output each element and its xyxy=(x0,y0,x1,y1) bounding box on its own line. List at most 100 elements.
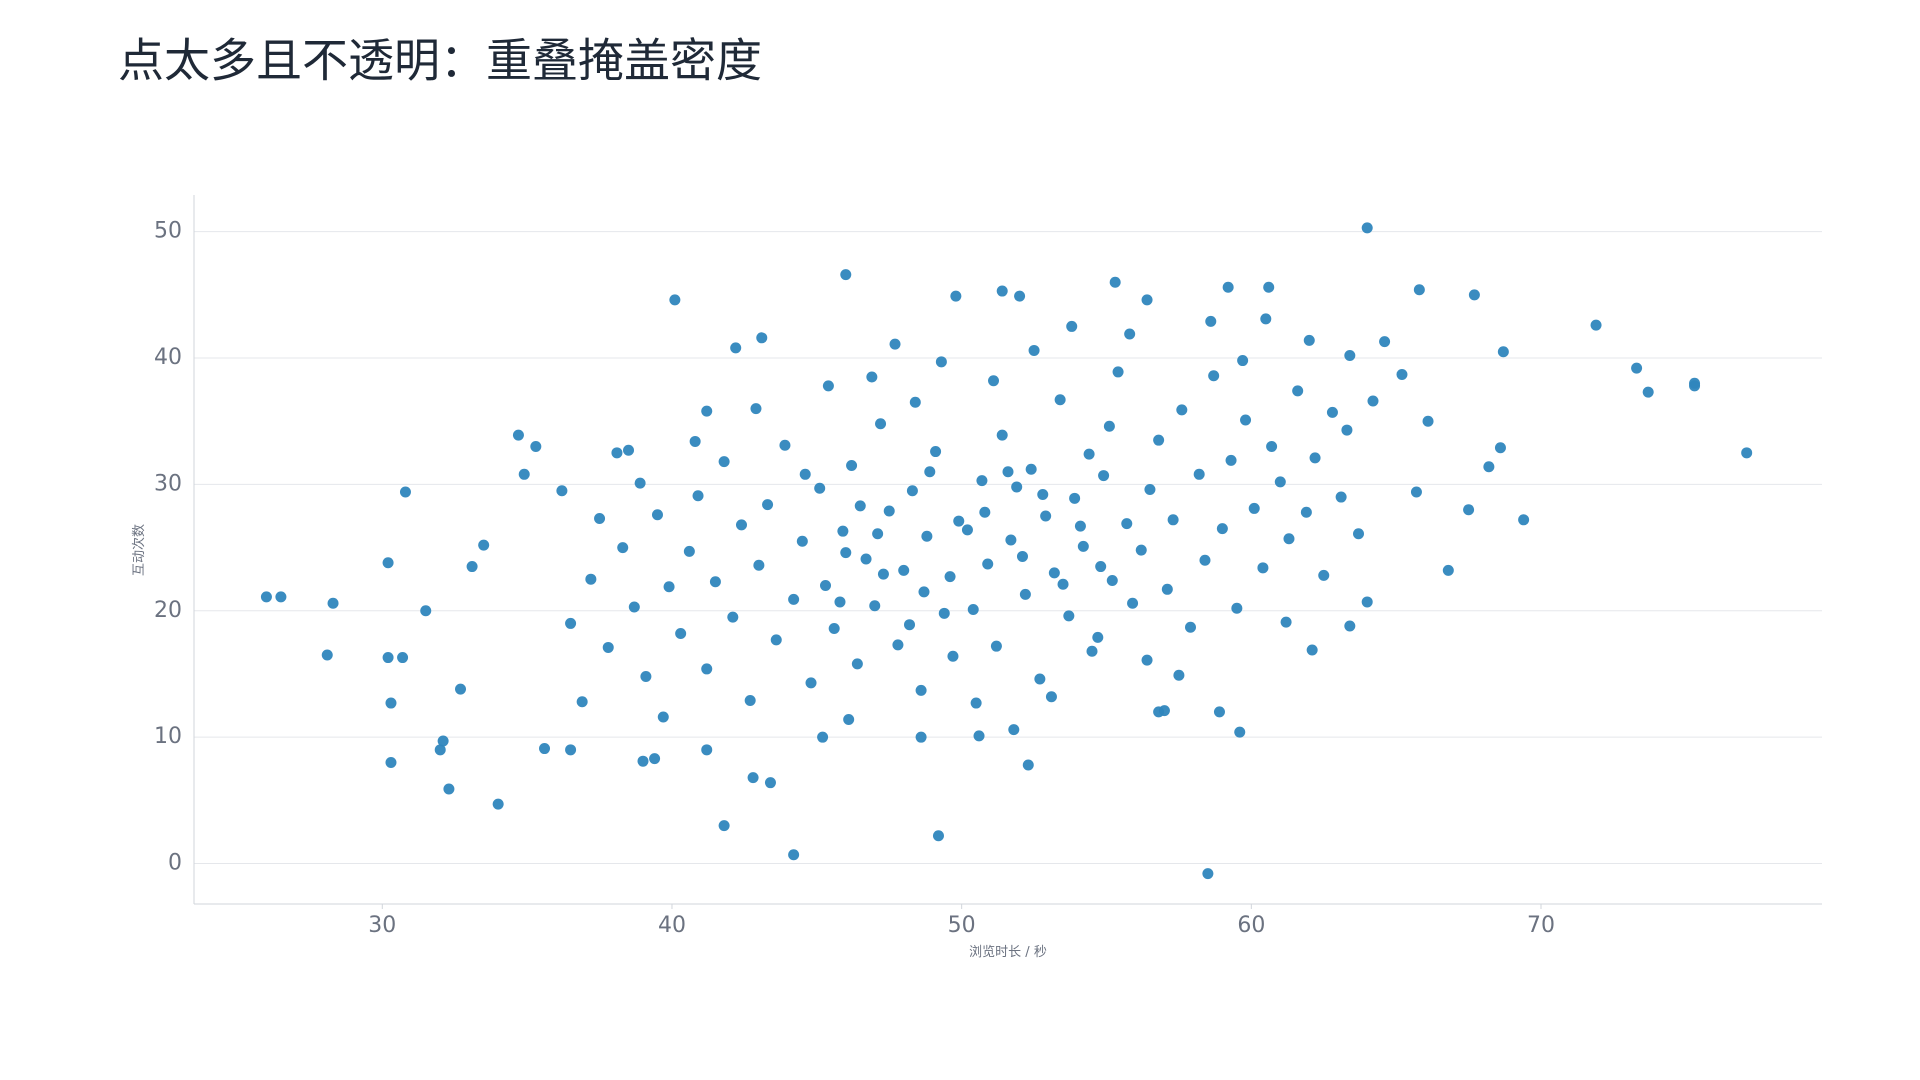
point xyxy=(1306,644,1318,656)
point xyxy=(675,628,687,640)
point xyxy=(996,429,1008,441)
point xyxy=(1112,366,1124,378)
point xyxy=(875,418,887,430)
point xyxy=(669,294,681,306)
point xyxy=(321,649,333,661)
point xyxy=(1054,394,1066,406)
point xyxy=(657,711,669,723)
point xyxy=(854,500,866,512)
point xyxy=(1066,320,1078,332)
point xyxy=(1689,380,1701,392)
point xyxy=(872,528,884,540)
x-tick-label: 40 xyxy=(658,913,686,938)
point xyxy=(1086,645,1098,657)
point xyxy=(1045,691,1057,703)
point xyxy=(530,440,542,452)
point xyxy=(649,753,661,765)
point xyxy=(1396,368,1408,380)
point xyxy=(1300,506,1312,518)
point xyxy=(846,459,858,471)
y-tick-label: 30 xyxy=(154,471,182,496)
point xyxy=(1248,502,1260,514)
point xyxy=(1237,355,1249,367)
point xyxy=(466,561,478,573)
point xyxy=(651,509,663,521)
point xyxy=(730,342,742,354)
point xyxy=(701,663,713,675)
point xyxy=(1063,610,1075,622)
point xyxy=(512,429,524,441)
point xyxy=(1141,654,1153,666)
point xyxy=(1103,420,1115,432)
point xyxy=(822,380,834,392)
point xyxy=(828,622,840,634)
point xyxy=(1263,281,1275,293)
point xyxy=(1124,328,1136,340)
point xyxy=(921,530,933,542)
point xyxy=(1153,434,1165,446)
point xyxy=(744,695,756,707)
point xyxy=(701,744,713,756)
point xyxy=(904,619,916,631)
point xyxy=(883,505,895,517)
point xyxy=(935,356,947,368)
point xyxy=(950,290,962,302)
point xyxy=(967,604,979,616)
point xyxy=(820,580,832,592)
point xyxy=(623,444,635,456)
point xyxy=(611,447,623,459)
x-tick-label: 60 xyxy=(1237,913,1265,938)
point xyxy=(1011,481,1023,493)
y-tick-label: 40 xyxy=(154,345,182,370)
point xyxy=(1167,514,1179,526)
point xyxy=(988,375,1000,387)
point xyxy=(1234,726,1246,738)
point xyxy=(1361,596,1373,608)
point xyxy=(1205,315,1217,327)
point xyxy=(1069,492,1081,504)
point xyxy=(594,513,606,525)
point xyxy=(779,439,791,451)
point xyxy=(770,634,782,646)
point xyxy=(840,269,852,281)
point xyxy=(735,519,747,531)
point xyxy=(979,506,991,518)
point xyxy=(944,571,956,583)
point xyxy=(1225,454,1237,466)
point xyxy=(455,683,467,695)
y-axis-label: 互动次数 xyxy=(131,524,147,576)
point xyxy=(1022,759,1034,771)
point xyxy=(1335,491,1347,503)
point xyxy=(1098,470,1110,482)
point xyxy=(628,601,640,613)
point xyxy=(1590,319,1602,331)
point xyxy=(837,525,849,537)
point xyxy=(843,713,855,725)
point xyxy=(1193,468,1205,480)
point xyxy=(1199,554,1211,566)
point xyxy=(434,744,446,756)
point xyxy=(788,849,800,861)
point xyxy=(1077,540,1089,552)
x-axis-label: 浏览时长 / 秒 xyxy=(969,944,1047,960)
point xyxy=(518,468,530,480)
point xyxy=(718,820,730,832)
point xyxy=(420,605,432,617)
point xyxy=(1266,440,1278,452)
point xyxy=(260,591,272,603)
point xyxy=(996,285,1008,297)
point xyxy=(877,568,889,580)
point xyxy=(1216,523,1228,535)
point xyxy=(750,403,762,415)
point xyxy=(1468,289,1480,301)
point xyxy=(1642,386,1654,398)
point xyxy=(385,697,397,709)
point xyxy=(1497,346,1509,358)
y-tick-label: 0 xyxy=(168,851,182,876)
point xyxy=(1208,370,1220,382)
point xyxy=(1631,362,1643,374)
point xyxy=(1413,284,1425,296)
point xyxy=(961,524,973,536)
point xyxy=(1483,461,1495,473)
point xyxy=(1005,534,1017,546)
